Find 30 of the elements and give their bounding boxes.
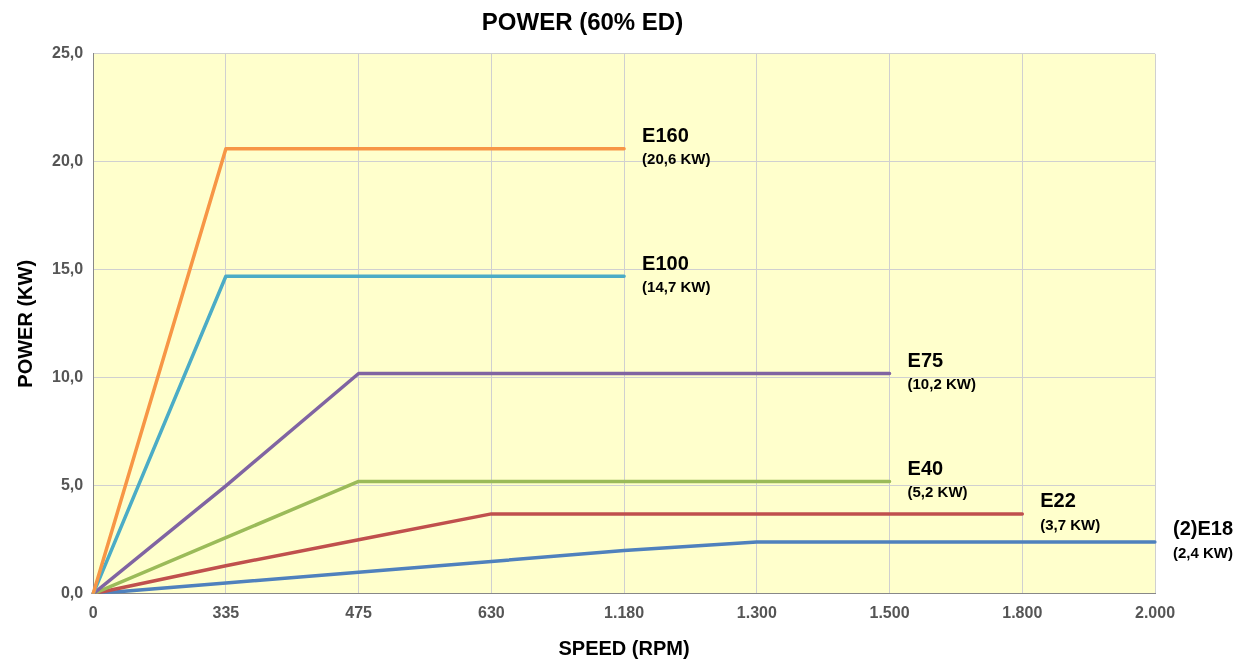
series-label: E22 <box>1040 489 1076 512</box>
chart-title: POWER (60% ED) <box>481 8 684 36</box>
annotation: (2,4 KW) <box>1173 543 1233 561</box>
x-axis-title: SPEED (RPM) <box>558 636 690 659</box>
x-tick-label: 1.500 <box>869 603 910 621</box>
y-tick-label: 15,0 <box>52 260 84 278</box>
annotation: (5,2 KW) <box>907 483 968 501</box>
annotation: (20,6 KW) <box>642 150 711 168</box>
x-tick-label: 630 <box>477 603 505 621</box>
y-tick-label: 5,0 <box>60 476 84 494</box>
x-tick-label: 1.800 <box>1002 603 1043 621</box>
annotation: (3,7 KW) <box>1040 515 1101 533</box>
y-tick-label: 10,0 <box>52 368 84 386</box>
x-tick-label: 335 <box>212 603 240 621</box>
x-tick-label: 475 <box>345 603 373 621</box>
series-label: (2)E18 <box>1173 517 1234 540</box>
series-label: E75 <box>907 349 944 371</box>
x-tick-label: 1.300 <box>736 603 777 621</box>
y-axis-title: POWER (KW) <box>13 259 36 388</box>
y-tick-label: 20,0 <box>52 152 84 170</box>
series-label: E40 <box>907 457 944 479</box>
x-tick-label: 2.000 <box>1134 603 1176 621</box>
y-tick-label: 0,0 <box>60 584 84 602</box>
series-label: E160 <box>642 124 689 147</box>
y-tick-label: 25,0 <box>52 44 84 62</box>
annotation: (14,7 KW) <box>642 277 711 295</box>
x-tick-label: 0 <box>88 603 98 621</box>
series-label: E100 <box>642 251 689 274</box>
annotation: (10,2 KW) <box>907 375 976 393</box>
x-tick-label: 1.180 <box>604 603 645 621</box>
